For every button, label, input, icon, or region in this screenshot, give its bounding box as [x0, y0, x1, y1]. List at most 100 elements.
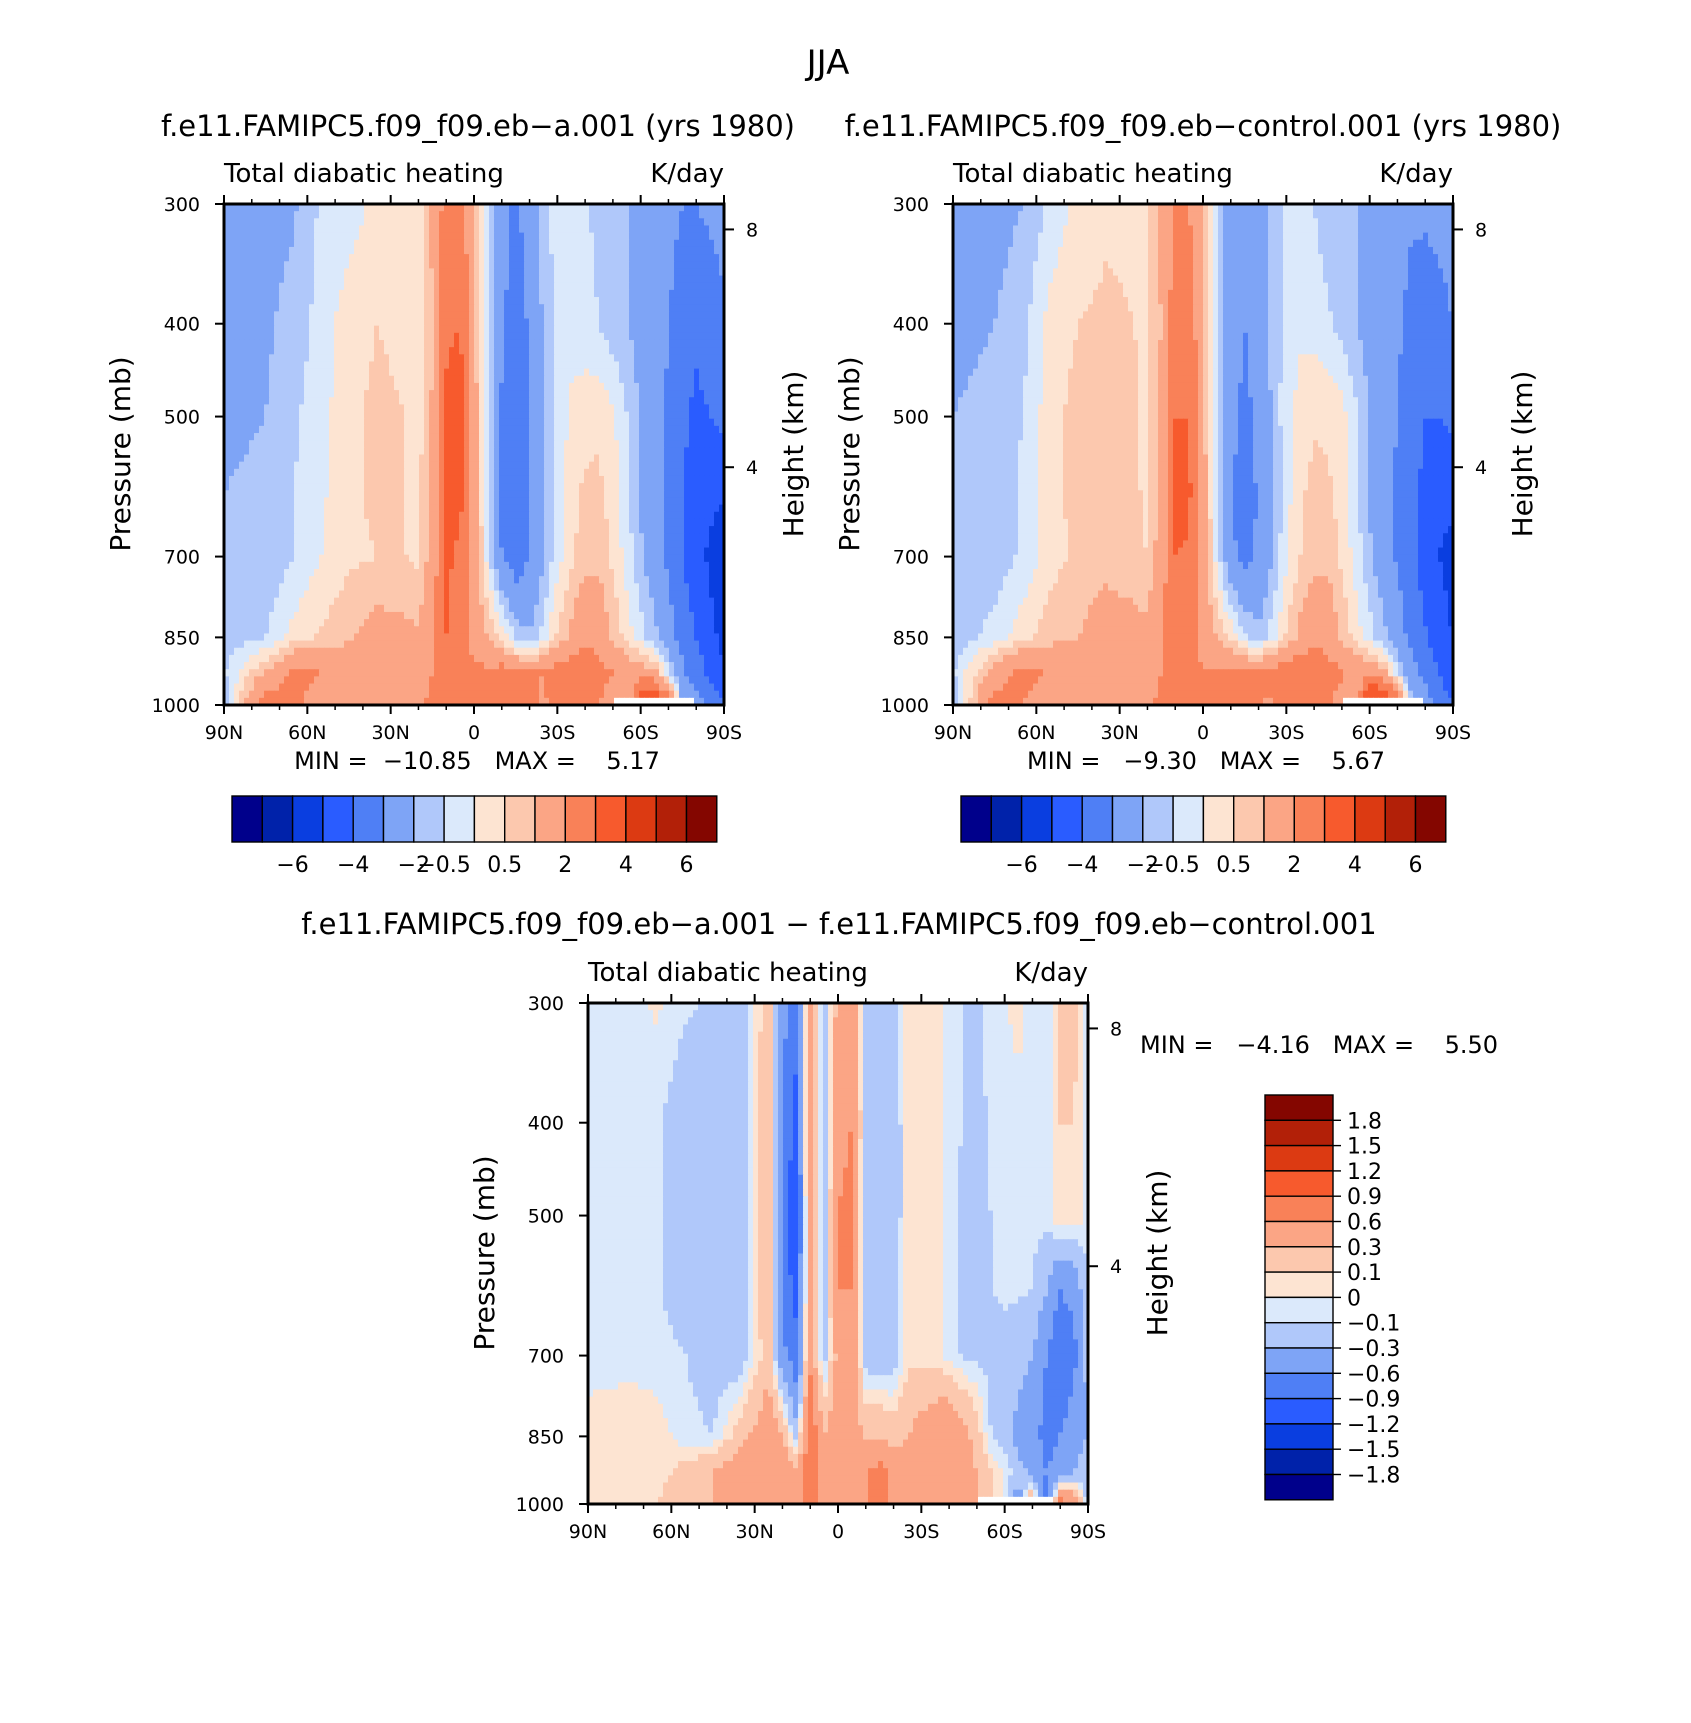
field-cell: [389, 246, 395, 255]
field-cell: [264, 475, 270, 484]
field-cell: [489, 211, 495, 219]
field-cell: [619, 554, 625, 563]
field-cell: [524, 361, 530, 370]
field-cell: [564, 397, 570, 405]
field-cell: [394, 454, 400, 463]
field-cell: [699, 390, 705, 398]
field-cell: [264, 454, 270, 463]
field-cell: [324, 246, 330, 255]
field-cell: [664, 411, 670, 420]
field-cell: [519, 497, 525, 506]
field-cell: [534, 454, 540, 463]
field-cell: [474, 361, 480, 370]
field-cell: [309, 275, 315, 284]
field-cell: [384, 254, 390, 262]
field-cell: [674, 311, 680, 320]
field-cell: [459, 454, 465, 463]
field-cell: [594, 483, 600, 491]
field-cell: [394, 225, 400, 234]
field-cell: [494, 239, 500, 248]
field-cell: [624, 483, 630, 491]
field-cell: [699, 254, 705, 262]
field-cell: [429, 297, 435, 305]
field-cell: [639, 297, 645, 305]
field-cell: [349, 418, 355, 427]
field-cell: [519, 447, 525, 456]
field-cell: [459, 347, 465, 355]
field-cell: [339, 268, 345, 277]
field-cell: [249, 289, 255, 298]
field-cell: [629, 282, 635, 291]
field-cell: [639, 347, 645, 355]
field-cell: [274, 339, 280, 348]
field-cell: [404, 411, 410, 420]
field-cell: [319, 254, 325, 262]
field-cell: [689, 318, 695, 327]
field-cell: [404, 404, 410, 413]
field-cell: [509, 418, 515, 427]
field-cell: [244, 261, 250, 270]
field-cell: [669, 275, 675, 284]
field-cell: [284, 304, 290, 312]
field-cell: [454, 497, 460, 506]
field-cell: [254, 325, 260, 334]
field-cell: [594, 318, 600, 327]
field-cell: [394, 246, 400, 255]
field-cell: [449, 325, 455, 334]
field-cell: [589, 440, 595, 448]
field-cell: [374, 204, 380, 212]
field-cell: [584, 504, 590, 513]
field-cell: [554, 246, 560, 255]
field-cell: [489, 339, 495, 348]
field-cell: [629, 218, 635, 227]
field-cell: [634, 368, 640, 377]
field-cell: [519, 218, 525, 227]
field-cell: [339, 225, 345, 234]
field-cell: [589, 390, 595, 398]
field-cell: [409, 232, 415, 241]
field-cell: [324, 461, 330, 470]
field-cell: [344, 526, 350, 534]
field-cell: [444, 218, 450, 227]
field-cell: [234, 375, 240, 384]
field-cell: [429, 254, 435, 262]
field-cell: [649, 461, 655, 470]
field-cell: [474, 275, 480, 284]
field-cell: [689, 497, 695, 506]
field-cell: [684, 347, 690, 355]
field-cell: [279, 382, 285, 391]
field-cell: [329, 304, 335, 312]
field-cell: [414, 483, 420, 491]
field-cell: [569, 354, 575, 363]
field-cell: [314, 418, 320, 427]
field-cell: [239, 504, 245, 513]
field-cell: [569, 318, 575, 327]
field-cell: [399, 461, 405, 470]
field-cell: [419, 425, 425, 434]
field-cell: [604, 218, 610, 227]
field-cell: [344, 318, 350, 327]
field-cell: [604, 282, 610, 291]
field-cell: [504, 211, 510, 219]
field-cell: [439, 232, 445, 241]
field-cell: [704, 347, 710, 355]
field-cell: [619, 225, 625, 234]
field-cell: [459, 297, 465, 305]
field-cell: [709, 397, 715, 405]
field-cell: [419, 204, 425, 212]
field-cell: [594, 425, 600, 434]
field-cell: [489, 304, 495, 312]
field-cell: [594, 354, 600, 363]
field-cell: [309, 347, 315, 355]
field-cell: [369, 318, 375, 327]
field-cell: [634, 504, 640, 513]
field-cell: [369, 483, 375, 491]
field-cell: [369, 282, 375, 291]
field-cell: [314, 511, 320, 520]
field-cell: [484, 490, 490, 499]
field-cell: [539, 440, 545, 448]
field-cell: [654, 347, 660, 355]
field-cell: [334, 211, 340, 219]
field-cell: [639, 461, 645, 470]
field-cell: [289, 483, 295, 491]
